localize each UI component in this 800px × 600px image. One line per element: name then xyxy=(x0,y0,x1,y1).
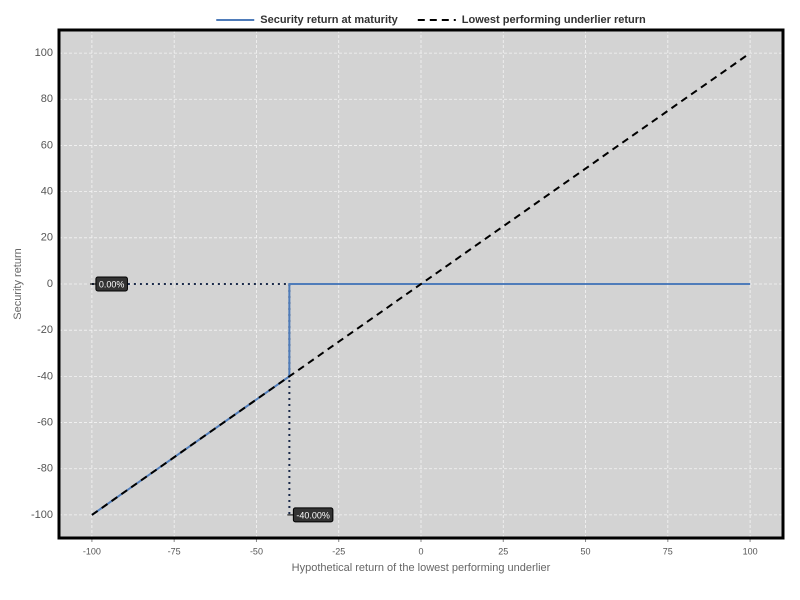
y-tick-label: 100 xyxy=(35,47,53,59)
y-tick-label: 60 xyxy=(41,139,53,151)
plot-frame xyxy=(57,28,785,540)
annotation-box xyxy=(292,507,334,523)
annotation: 0.00% xyxy=(95,276,128,292)
y-tick-label: 20 xyxy=(41,232,53,244)
y-tick-label: -100 xyxy=(31,509,53,521)
x-tick-label: 50 xyxy=(581,546,591,556)
y-tick-label: -60 xyxy=(37,416,53,428)
series-line xyxy=(91,52,751,516)
y-axis-label: Security return xyxy=(12,248,24,320)
x-tick-label: -50 xyxy=(250,546,263,556)
y-tick-label: 80 xyxy=(41,93,53,105)
x-tick-label: 0 xyxy=(418,546,423,556)
y-tick-label: 40 xyxy=(41,186,53,198)
annotation: -40.00% xyxy=(292,507,334,523)
x-tick-label: -100 xyxy=(83,546,101,556)
x-tick-label: -75 xyxy=(168,546,181,556)
legend-label: Security return at maturity xyxy=(260,14,398,26)
x-tick-label: 75 xyxy=(663,546,673,556)
y-tick-label: -40 xyxy=(37,370,53,382)
annotation-label: -40.00% xyxy=(296,510,330,520)
x-tick-label: -25 xyxy=(332,546,345,556)
y-tick-label: 0 xyxy=(47,278,53,290)
x-tick-label: 100 xyxy=(743,546,758,556)
annotation-box xyxy=(95,276,128,292)
legend-label: Lowest performing underlier return xyxy=(462,14,646,26)
x-tick-label: 25 xyxy=(498,546,508,556)
x-axis-label: Hypothetical return of the lowest perfor… xyxy=(292,562,551,574)
y-tick-label: -80 xyxy=(37,463,53,475)
annotation-label: 0.00% xyxy=(99,279,125,289)
y-tick-label: -20 xyxy=(37,324,53,336)
legend-item: Lowest performing underlier return xyxy=(417,14,646,26)
legend-item: Security return at maturity xyxy=(216,14,399,26)
